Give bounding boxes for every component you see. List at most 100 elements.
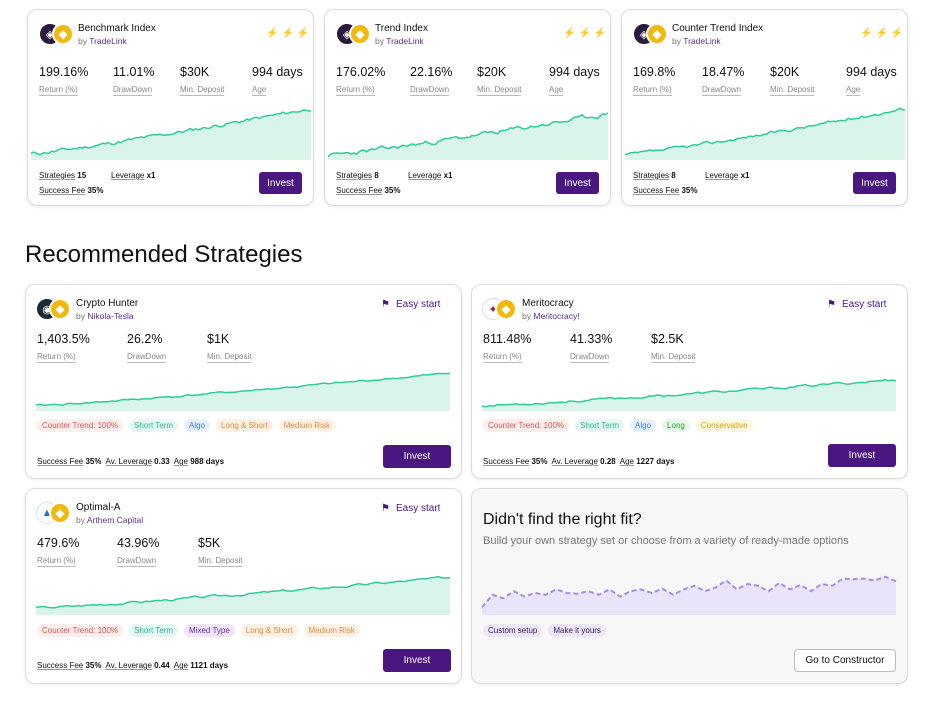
strategy-card-meritocracy[interactable]: ✦ ◆ Meritocracy by Meritocracy! ⚑ Easy st… bbox=[471, 284, 908, 479]
lightning-icon: ⚡⚡⚡ bbox=[563, 28, 610, 39]
performance-chart bbox=[328, 112, 609, 160]
tag: Short Term bbox=[129, 419, 179, 432]
strategies-count: Strategies 15 bbox=[39, 171, 87, 180]
invest-button[interactable]: Invest bbox=[383, 445, 451, 468]
success-fee: Success Fee 35% bbox=[633, 186, 698, 195]
constructor-subtitle: Build your own strategy set or choose fr… bbox=[483, 535, 849, 547]
index-card-trend[interactable]: ◈ ◆ Trend Index by TradeLink ⚡⚡⚡ 176.02%… bbox=[324, 9, 611, 206]
flag-icon: ⚑ bbox=[827, 299, 836, 310]
author-link[interactable]: TradeLink bbox=[89, 36, 127, 46]
tag-list: Counter Trend: 100% Short Term Algo Long… bbox=[483, 419, 753, 432]
stat-age: 994 days Age bbox=[252, 65, 303, 96]
strategies-count: Strategies 8 bbox=[633, 171, 676, 180]
lightning-icon: ⚡⚡⚡ bbox=[860, 28, 907, 39]
performance-chart bbox=[31, 109, 311, 160]
binance-coin-icon: ◆ bbox=[52, 23, 74, 45]
invest-button[interactable]: Invest bbox=[556, 172, 599, 194]
tag-list: Counter Trend: 100% Short Term Mixed Typ… bbox=[37, 624, 360, 637]
author-link[interactable]: Nikola-Tesla bbox=[87, 311, 134, 321]
flag-icon: ⚑ bbox=[381, 503, 390, 514]
card-footer-stats: Success Fee 35% Av. Leverage 0.44 Age 11… bbox=[37, 661, 229, 670]
card-title: Optimal-A bbox=[76, 502, 121, 513]
tag: Medium Risk bbox=[303, 624, 360, 637]
stat-min-deposit: $20K Min. Deposit bbox=[770, 65, 815, 96]
card-footer-stats: Success Fee 35% Av. Leverage 0.28 Age 12… bbox=[483, 457, 675, 466]
leverage-value: Leverage x1 bbox=[408, 171, 453, 180]
chart-area bbox=[625, 108, 905, 160]
stat-drawdown: 22.16% DrawDown bbox=[410, 65, 453, 96]
chart-line bbox=[36, 575, 451, 609]
stat-return: 169.8% Return (%) bbox=[633, 65, 676, 96]
strategies-count: Strategies 8 bbox=[336, 171, 379, 180]
card-title: Benchmark Index bbox=[78, 23, 156, 34]
author-link[interactable]: TradeLink bbox=[386, 36, 424, 46]
stat-drawdown: 26.2% DrawDown bbox=[127, 332, 167, 363]
decorative-chart bbox=[482, 575, 897, 615]
stat-return: 176.02% Return (%) bbox=[336, 65, 386, 96]
card-title: Meritocracy bbox=[522, 298, 574, 309]
avatar-stack: ✦ ◆ bbox=[482, 298, 522, 320]
stat-age: 994 days Age bbox=[549, 65, 600, 96]
card-author: by Meritocracy! bbox=[522, 311, 580, 321]
avatar-stack: ◈ ◆ bbox=[633, 23, 673, 45]
performance-chart bbox=[482, 379, 897, 411]
binance-coin-icon: ◆ bbox=[49, 298, 71, 320]
stat-return: 199.16% Return (%) bbox=[39, 65, 89, 96]
chart-line bbox=[328, 112, 609, 158]
tag: Medium Risk bbox=[278, 419, 335, 432]
tag: Algo bbox=[184, 419, 211, 432]
easy-start-badge: ⚑ Easy start bbox=[827, 299, 887, 310]
author-link[interactable]: Meritocracy! bbox=[533, 311, 580, 321]
section-title: Recommended Strategies bbox=[25, 241, 303, 268]
avatar-stack: ▲ ◆ bbox=[36, 502, 76, 524]
easy-start-badge: ⚑ Easy start bbox=[381, 503, 441, 514]
invest-button[interactable]: Invest bbox=[853, 172, 896, 194]
tag-list: Custom setup Make it yours bbox=[483, 624, 606, 637]
author-link[interactable]: TradeLink bbox=[683, 36, 721, 46]
performance-chart bbox=[625, 107, 906, 160]
chart-area bbox=[482, 379, 896, 411]
flag-icon: ⚑ bbox=[381, 299, 390, 310]
leverage-value: Leverage x1 bbox=[111, 171, 156, 180]
tag: Long bbox=[662, 419, 690, 432]
performance-chart bbox=[36, 372, 450, 411]
stat-return: 811.48% Return (%) bbox=[483, 332, 532, 363]
strategy-card-optimal-a[interactable]: ▲ ◆ Optimal-A by Arthem Capital ⚑ Easy st… bbox=[25, 488, 462, 684]
binance-coin-icon: ◆ bbox=[49, 502, 71, 524]
stat-return: 1,403.5% Return (%) bbox=[37, 332, 90, 363]
tag: Long & Short bbox=[216, 419, 273, 432]
success-fee: Success Fee 35% bbox=[336, 186, 401, 195]
tag: Conservative bbox=[695, 419, 753, 432]
tag: Counter Trend: 100% bbox=[37, 624, 124, 637]
card-footer-stats: Success Fee 35% Av. Leverage 0.33 Age 98… bbox=[37, 457, 225, 466]
stat-min-deposit: $20K Min. Deposit bbox=[477, 65, 522, 96]
tag: Make it yours bbox=[548, 624, 606, 637]
tag: Long & Short bbox=[240, 624, 298, 637]
tag: Mixed Type bbox=[184, 624, 235, 637]
stat-return: 479.6% Return (%) bbox=[37, 536, 80, 567]
tag: Counter Trend: 100% bbox=[483, 419, 570, 432]
author-link[interactable]: Arthem Capital bbox=[86, 515, 144, 525]
card-author: by TradeLink bbox=[375, 36, 424, 46]
strategy-card-crypto-hunter[interactable]: ◉ ◆ Crypto Hunter by Nikola-Tesla ⚑ Easy … bbox=[25, 284, 462, 479]
chart-area bbox=[328, 113, 608, 160]
card-author: by Arthem Capital bbox=[76, 515, 144, 525]
stat-min-deposit: $2.5K Min. Deposit bbox=[651, 332, 696, 363]
invest-button[interactable]: Invest bbox=[828, 444, 896, 467]
chart-line bbox=[482, 379, 897, 408]
go-to-constructor-button[interactable]: Go to Constructor bbox=[794, 649, 896, 672]
invest-button[interactable]: Invest bbox=[259, 172, 302, 194]
performance-chart bbox=[36, 575, 451, 615]
index-card-counter-trend[interactable]: ◈ ◆ Counter Trend Index by TradeLink ⚡⚡⚡… bbox=[621, 9, 908, 206]
index-card-benchmark[interactable]: ◈ ◆ Benchmark Index by TradeLink ⚡⚡⚡ 199… bbox=[27, 9, 314, 206]
constructor-card: Didn't find the right fit? Build your ow… bbox=[471, 488, 908, 684]
card-title: Trend Index bbox=[375, 23, 428, 34]
tag: Counter Trend: 100% bbox=[37, 419, 124, 432]
stat-drawdown: 43.96% DrawDown bbox=[117, 536, 160, 567]
binance-coin-icon: ◆ bbox=[349, 23, 371, 45]
easy-start-badge: ⚑ Easy start bbox=[381, 299, 441, 310]
invest-button[interactable]: Invest bbox=[383, 649, 451, 672]
stat-drawdown: 11.01% DrawDown bbox=[113, 65, 155, 96]
tag: Short Term bbox=[575, 419, 625, 432]
stat-min-deposit: $5K Min. Deposit bbox=[198, 536, 243, 567]
